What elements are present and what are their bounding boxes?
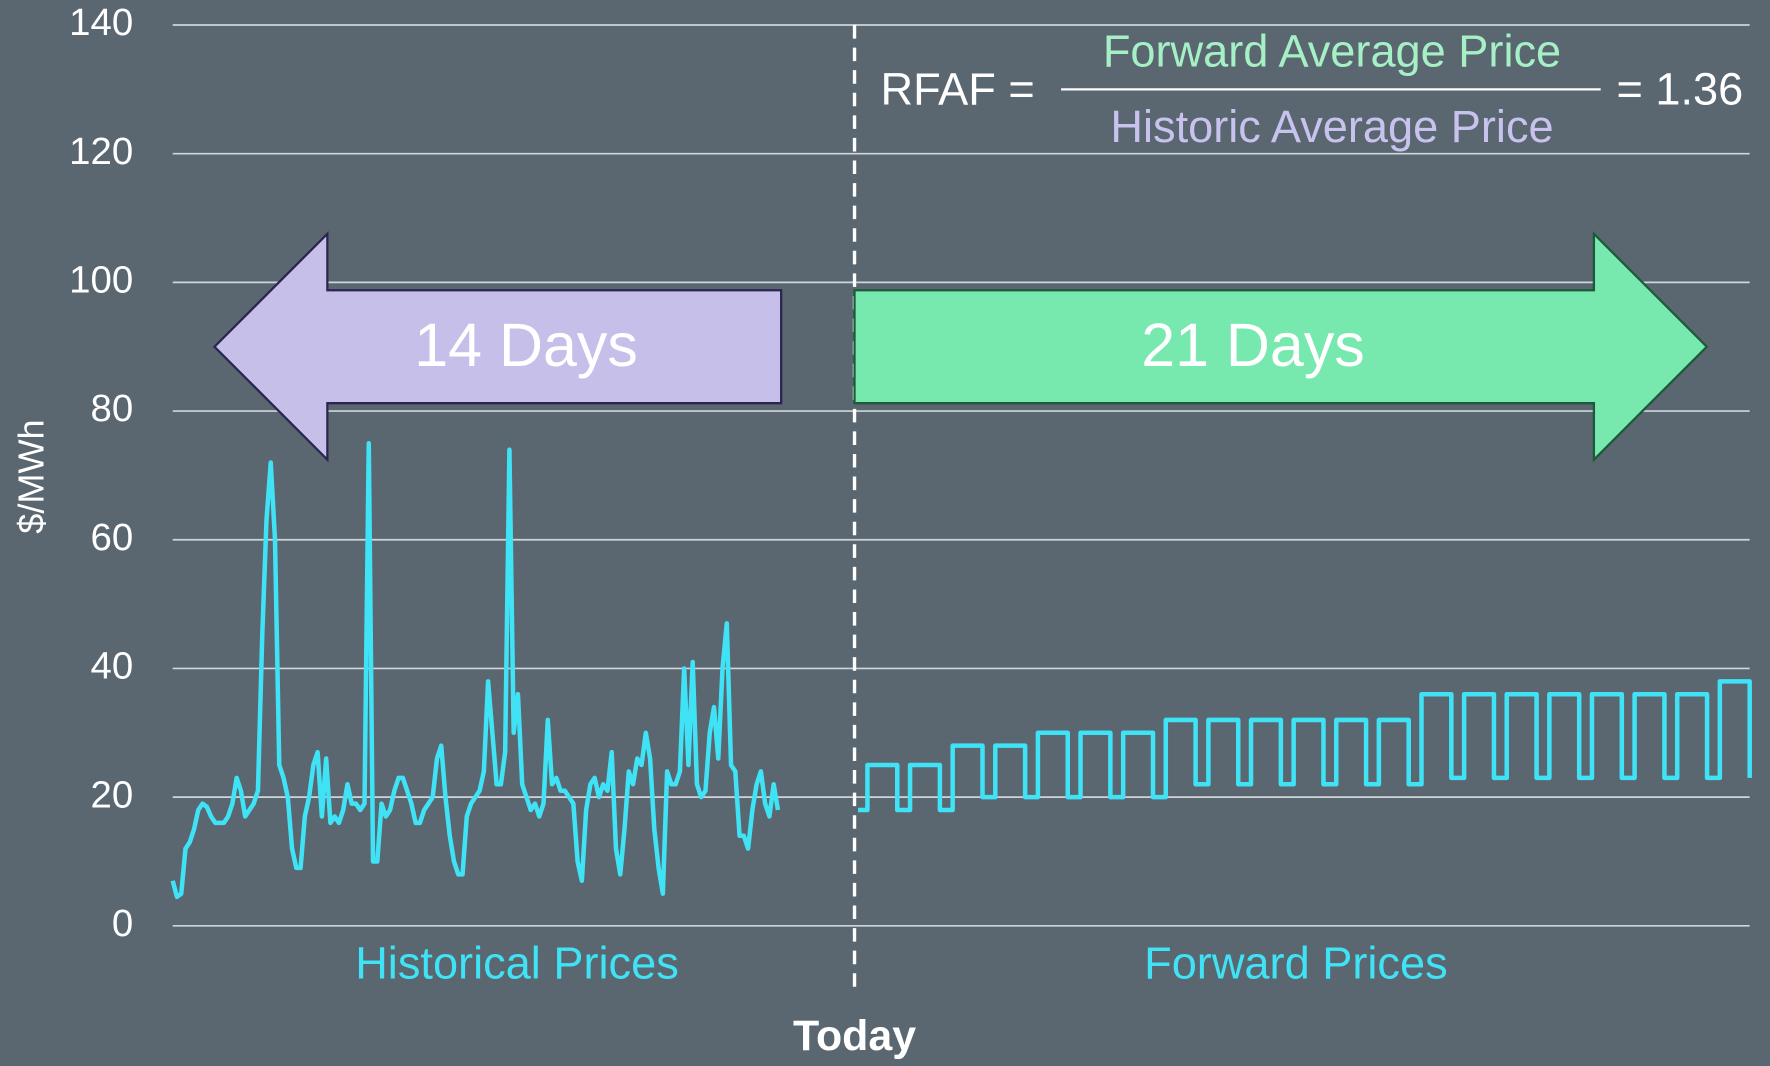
price-line	[858, 679, 1752, 813]
y-axis-label: $/MWh	[10, 419, 51, 533]
series-label: Historical Prices	[355, 937, 679, 988]
y-tick-label: 40	[91, 645, 134, 688]
back-arrow	[212, 231, 783, 463]
y-tick-label: 20	[91, 773, 134, 816]
y-tick-label: 140	[69, 1, 133, 44]
formula-lhs: RFAF =	[880, 64, 1034, 115]
forward-arrow	[853, 231, 1709, 463]
y-tick-label: 0	[112, 902, 133, 945]
series-label: Forward Prices	[1144, 937, 1448, 988]
y-tick-label: 80	[91, 387, 134, 430]
forward-window-label: 21 Days	[1141, 311, 1365, 379]
formula-denominator: Historic Average Price	[1110, 101, 1553, 152]
y-tick-label: 100	[69, 259, 133, 302]
y-tick-label: 60	[91, 516, 134, 559]
grid	[172, 24, 1750, 927]
today-label: Today	[793, 1012, 916, 1060]
formula-numerator: Forward Average Price	[1103, 25, 1561, 76]
formula-result: = 1.36	[1616, 64, 1743, 115]
price-line	[170, 441, 781, 900]
y-tick-label: 120	[69, 130, 133, 173]
back-window-label: 14 Days	[414, 311, 638, 379]
